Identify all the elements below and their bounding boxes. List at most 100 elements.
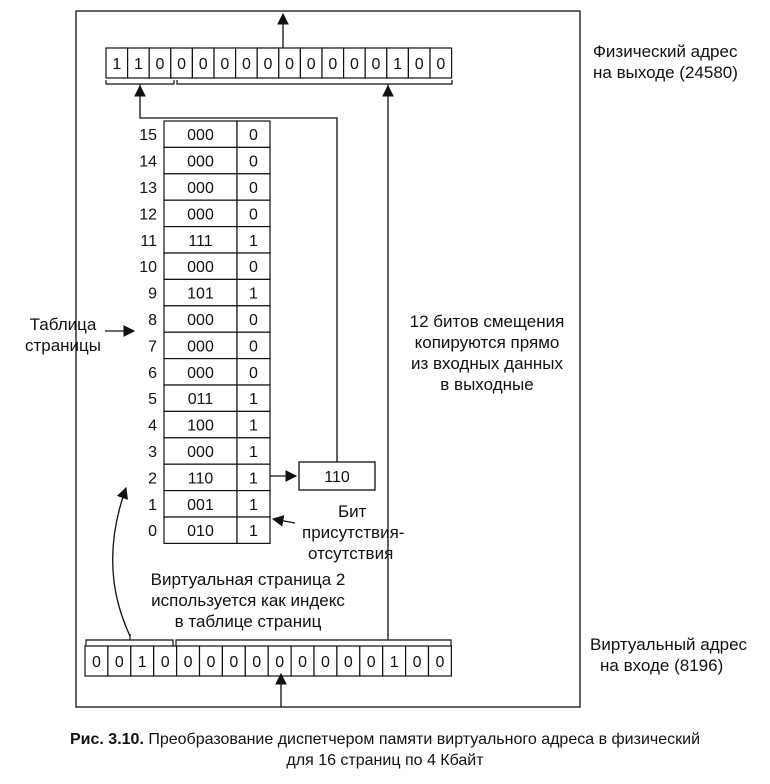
physical-address-bit: 1 bbox=[393, 56, 402, 73]
page-table-index: 14 bbox=[139, 154, 157, 171]
page-table-index: 12 bbox=[139, 206, 157, 223]
page-table-label-line2: страницы bbox=[24, 336, 102, 355]
virtual-address-bit: 0 bbox=[229, 654, 238, 671]
page-table-frame: 101 bbox=[187, 286, 214, 303]
page-table-frame: 000 bbox=[187, 180, 214, 197]
page-table-present: 1 bbox=[249, 233, 258, 250]
page-table-present-cell bbox=[236, 437, 271, 465]
physical-address-bit: 0 bbox=[242, 56, 251, 73]
page-table-index: 0 bbox=[148, 523, 157, 540]
virtual-address-bit: 0 bbox=[206, 654, 215, 671]
page-table-index: 3 bbox=[148, 444, 157, 461]
page-table-present-cell bbox=[236, 305, 271, 333]
page-table-present: 0 bbox=[249, 365, 258, 382]
virtual-address-bit: 0 bbox=[298, 654, 307, 671]
offset-note: 12 битов смещения копируются прямо из вх… bbox=[392, 311, 582, 395]
caption-text-line1: Преобразование диспетчером памяти виртуа… bbox=[143, 731, 700, 748]
frame-copy-path bbox=[134, 84, 338, 462]
output-frame-box bbox=[298, 461, 376, 491]
physical-address-bit: 1 bbox=[134, 56, 143, 73]
page-table-present: 1 bbox=[249, 497, 258, 514]
outer-frame bbox=[75, 10, 581, 708]
page-table-present-cell bbox=[236, 490, 271, 518]
present-bit-note-line1: Бит bbox=[338, 502, 367, 521]
page-table-label-line1: Таблица bbox=[29, 315, 97, 334]
caption-text-line2: для 16 страниц по 4 Кбайт bbox=[286, 752, 484, 769]
virtual-address-bit: 0 bbox=[252, 654, 261, 671]
physical-address-bit: 0 bbox=[372, 56, 381, 73]
page-table-frame-cell bbox=[163, 516, 238, 544]
page-table-present: 0 bbox=[249, 312, 258, 329]
page-table-present-cell bbox=[236, 146, 271, 175]
virtual-page-note-line1: Виртуальная страница 2 bbox=[150, 570, 346, 589]
page-table-frame: 011 bbox=[188, 391, 214, 408]
page-table-present: 1 bbox=[249, 286, 258, 303]
caption-prefix: Рис. 3.10. bbox=[70, 731, 144, 748]
physical-address-label: Физический адрес на выходе (24580) bbox=[593, 41, 738, 83]
virtual-address-bit: 0 bbox=[344, 654, 353, 671]
page-table-present: 1 bbox=[249, 418, 258, 435]
page-table-frame: 000 bbox=[187, 338, 214, 355]
physical-address-bit: 0 bbox=[177, 56, 186, 73]
physical-address-bit: 0 bbox=[156, 56, 165, 73]
page-table-present-cell bbox=[236, 516, 271, 544]
virtual-address-bit: 0 bbox=[92, 654, 101, 671]
page-table-frame-cell bbox=[163, 490, 238, 518]
page-table-present: 1 bbox=[249, 523, 258, 540]
physical-address-bit-cell bbox=[429, 47, 453, 79]
virtual-address-bit: 0 bbox=[435, 654, 444, 671]
page-table-index: 10 bbox=[139, 259, 157, 276]
page-table-index: 4 bbox=[148, 418, 157, 435]
page-table-frame: 110 bbox=[188, 470, 214, 487]
page-table-index: 9 bbox=[148, 286, 157, 303]
page-table-present: 1 bbox=[249, 444, 258, 461]
present-bit-arrow bbox=[271, 515, 296, 527]
virtual-address-bit-cell bbox=[427, 645, 452, 677]
page-table-present: 1 bbox=[249, 470, 258, 487]
physical-address-bit: 0 bbox=[264, 56, 273, 73]
caption-line1: Рис. 3.10. Преобразование диспетчером па… bbox=[0, 729, 770, 750]
page-table-index: 8 bbox=[148, 312, 157, 329]
page-table-present-cell bbox=[236, 331, 271, 360]
physical-brace-offset bbox=[176, 80, 453, 90]
physical-address-bit: 0 bbox=[199, 56, 208, 73]
physical-address-bit: 0 bbox=[436, 56, 445, 73]
virtual-brace-page bbox=[85, 634, 174, 646]
page-table-frame: 000 bbox=[187, 312, 214, 329]
virtual-page-note-line3: в таблице страниц bbox=[174, 612, 322, 631]
page-table-frame: 000 bbox=[187, 154, 214, 171]
present-bit-note-line3: отсутствия bbox=[308, 544, 394, 563]
page-table-frame: 010 bbox=[187, 523, 214, 540]
present-bit-note: Бит присутствия- отсутствия bbox=[302, 501, 404, 564]
page-table-index: 15 bbox=[139, 127, 157, 144]
output-frame-value: 110 bbox=[324, 469, 350, 486]
offset-note-line3: из входных данных bbox=[410, 354, 564, 373]
offset-note-line2: копируются прямо bbox=[414, 333, 560, 352]
virtual-address-bit: 1 bbox=[390, 654, 399, 671]
physical-address-label-line1: Физический адрес bbox=[593, 42, 738, 61]
offset-note-line1: 12 битов смещения bbox=[409, 312, 565, 331]
page-table-frame: 100 bbox=[187, 418, 214, 435]
virtual-address-bit: 0 bbox=[321, 654, 330, 671]
page-table-present-cell bbox=[236, 173, 271, 201]
page-table-frame-cell bbox=[163, 120, 238, 148]
physical-address-bit: 0 bbox=[220, 56, 229, 73]
physical-address-bit: 0 bbox=[350, 56, 359, 73]
page-table-frame-cell bbox=[163, 358, 238, 386]
virtual-address-bit: 0 bbox=[413, 654, 422, 671]
physical-address-bit: 0 bbox=[415, 56, 424, 73]
page-table-present: 0 bbox=[249, 338, 258, 355]
virtual-address-label: Виртуальный адрес на входе (8196) bbox=[590, 634, 747, 676]
physical-address-label-line2: на выходе (24580) bbox=[593, 63, 738, 82]
page-table-present-cell bbox=[236, 463, 271, 492]
page-table-present: 0 bbox=[249, 259, 258, 276]
present-bit-note-line2: присутствия- bbox=[302, 523, 405, 542]
page-table-index: 1 bbox=[148, 497, 157, 514]
virtual-address-bit: 1 bbox=[138, 654, 147, 671]
